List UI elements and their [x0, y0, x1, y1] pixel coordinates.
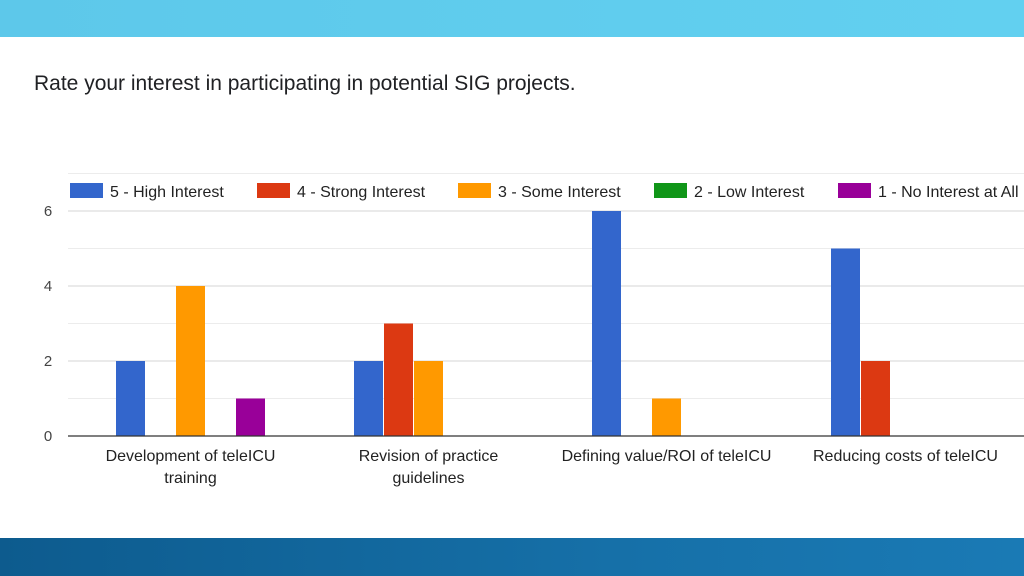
legend-swatch [70, 183, 103, 198]
y-axis-ticks: 0 2 4 6 [44, 203, 52, 445]
category-labels: Development of teleICU training Revision o… [106, 448, 998, 487]
y-tick-label: 2 [44, 353, 52, 370]
legend-swatch [654, 183, 687, 198]
legend-label: 3 - Some Interest [498, 184, 621, 201]
legend-item: 1 - No Interest at All [838, 183, 1019, 201]
bar-2-cat-2 [384, 323, 413, 436]
bar-3-cat-1 [176, 286, 205, 436]
legend-label: 5 - High Interest [110, 184, 224, 201]
y-tick-label: 6 [44, 203, 52, 220]
bar-1-cat-1 [116, 361, 145, 436]
bar-1-cat-3 [592, 211, 621, 436]
legend-label: 2 - Low Interest [694, 184, 805, 201]
bar-5-cat-1 [236, 398, 265, 436]
bars [116, 211, 890, 436]
bottom-banner [0, 538, 1024, 576]
legend-swatch [838, 183, 871, 198]
bar-3-cat-3 [652, 398, 681, 436]
category-label: Defining value/ROI of teleICU [562, 448, 772, 465]
y-tick-label: 4 [44, 278, 52, 295]
category-label: Reducing costs of teleICU [813, 448, 998, 465]
top-banner [0, 0, 1024, 37]
category-label: Development of teleICU training [106, 448, 276, 487]
y-tick-label: 0 [44, 428, 52, 445]
bar-1-cat-2 [354, 361, 383, 436]
legend-item: 4 - Strong Interest [257, 183, 426, 201]
category-label: Revision of practice guidelines [359, 448, 499, 487]
bar-2-cat-4 [861, 361, 890, 436]
bar-1-cat-4 [831, 248, 860, 436]
legend-label: 1 - No Interest at All [878, 184, 1019, 201]
bar-3-cat-2 [414, 361, 443, 436]
legend-item: 3 - Some Interest [458, 183, 621, 201]
legend-swatch [257, 183, 290, 198]
legend: 5 - High Interest 4 - Strong Interest 3 - … [70, 183, 1019, 201]
legend-item: 2 - Low Interest [654, 183, 805, 201]
legend-label: 4 - Strong Interest [297, 184, 426, 201]
legend-item: 5 - High Interest [70, 183, 224, 201]
page-title: Rate your interest in participating in p… [34, 72, 576, 95]
legend-swatch [458, 183, 491, 198]
